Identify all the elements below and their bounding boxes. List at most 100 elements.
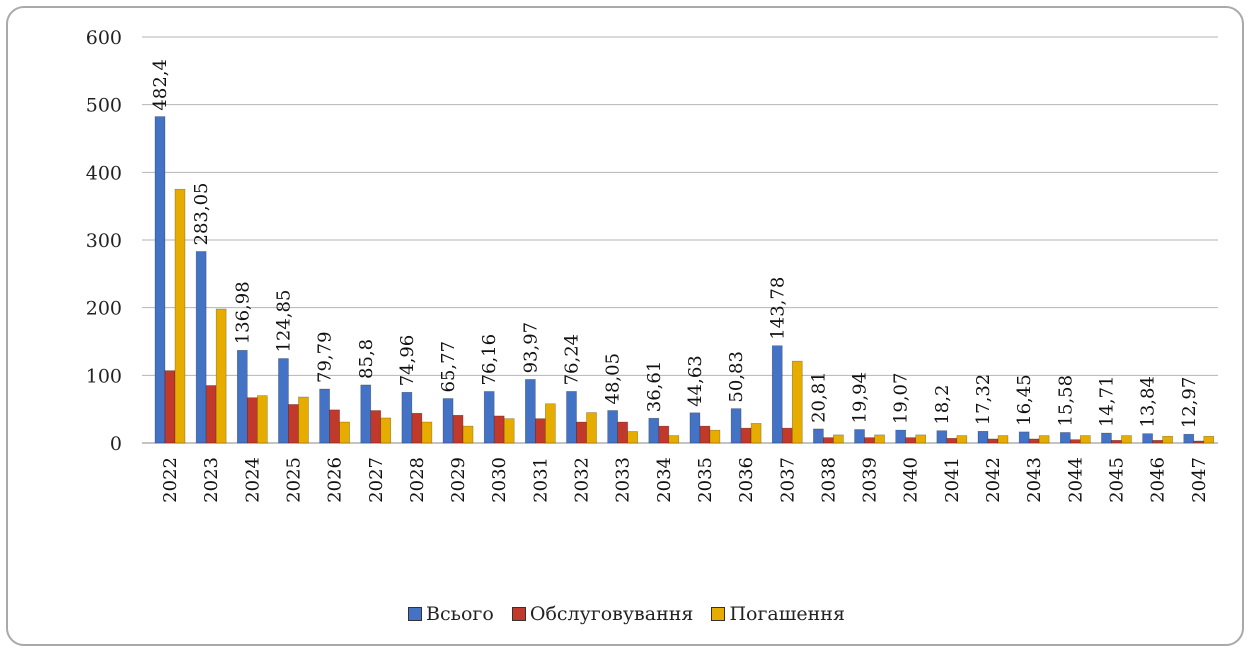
x-tick-label: 2041	[942, 457, 963, 503]
x-tick-label: 2040	[901, 457, 922, 503]
legend-swatch-total	[408, 607, 423, 621]
bar-service	[535, 418, 546, 444]
bar-total	[401, 391, 413, 444]
bar-total	[607, 410, 618, 444]
bar-repayment	[545, 403, 556, 444]
x-tick-label: 2029	[448, 457, 469, 503]
data-label: 20,81	[808, 371, 829, 423]
bar-repayment	[956, 435, 968, 444]
bar-total	[525, 379, 536, 444]
bar-total	[278, 358, 289, 444]
legend-swatch-repayment	[711, 607, 726, 621]
bar-total	[1183, 433, 1195, 444]
data-label: 36,61	[644, 361, 665, 413]
bar-total	[1142, 433, 1153, 444]
legend-item-service: Обслуговування	[511, 603, 694, 625]
bar-total	[977, 430, 989, 444]
data-label: 16,45	[1014, 374, 1035, 426]
bar-service	[699, 425, 711, 444]
bar-repayment	[380, 417, 392, 444]
data-label: 50,83	[726, 351, 747, 403]
bar-service	[1070, 439, 1081, 444]
legend-swatch-service	[511, 607, 526, 621]
bar-service	[576, 421, 587, 444]
data-label: 79,79	[315, 331, 336, 383]
bar-service	[864, 437, 875, 444]
bar-service	[987, 438, 999, 444]
x-tick-label: 2032	[572, 457, 593, 503]
x-tick-label: 2028	[407, 457, 428, 503]
x-tick-label: 2022	[160, 457, 181, 503]
x-tick-label: 2033	[613, 457, 634, 503]
bar-service	[288, 404, 299, 444]
x-tick-label: 2045	[1106, 457, 1127, 503]
bar-total	[237, 350, 248, 444]
x-tick-label: 2036	[736, 457, 757, 503]
x-tick-label: 2046	[1148, 457, 1169, 503]
y-tick-label: 100	[86, 365, 122, 387]
bar-service	[823, 437, 834, 444]
data-label: 17,32	[973, 374, 994, 426]
x-tick-label: 2031	[530, 457, 551, 503]
data-label: 482,4	[150, 59, 171, 111]
bar-service	[329, 409, 340, 444]
bar-total	[1060, 432, 1071, 444]
bar-total	[1101, 432, 1112, 444]
bar-repayment	[298, 396, 309, 444]
bar-total	[1018, 431, 1030, 444]
bar-total	[689, 412, 701, 444]
bar-service	[205, 385, 217, 444]
bar-repayment	[791, 360, 803, 444]
bar-total	[483, 391, 495, 444]
y-tick-label: 600	[86, 27, 122, 49]
bar-service	[452, 414, 464, 444]
bar-service	[1028, 438, 1040, 444]
bar-repayment	[668, 435, 680, 444]
bar-total	[154, 116, 166, 444]
x-tick-label: 2035	[695, 457, 716, 503]
bar-repayment	[174, 188, 186, 444]
data-label: 65,77	[438, 341, 459, 393]
bar-service	[1111, 439, 1122, 444]
bar-total	[442, 398, 454, 444]
bar-service	[1152, 439, 1163, 444]
bar-repayment	[462, 425, 474, 444]
bar-total	[648, 417, 660, 444]
data-label: 136,98	[232, 281, 253, 344]
bar-total	[360, 384, 372, 444]
y-tick-label: 400	[86, 162, 122, 184]
data-label: 15,58	[1055, 375, 1076, 427]
data-label: 76,16	[479, 334, 500, 386]
x-tick-label: 2034	[654, 457, 675, 503]
bar-repayment	[586, 412, 597, 444]
bar-repayment	[627, 431, 638, 444]
bar-repayment	[709, 429, 721, 444]
bar-service	[493, 415, 505, 444]
bar-repayment	[1121, 435, 1132, 444]
bar-repayment	[339, 421, 350, 444]
legend-item-total: Всього	[408, 603, 494, 625]
x-tick-label: 2037	[777, 457, 798, 503]
data-label: 18,2	[932, 385, 953, 425]
bar-repayment	[833, 434, 844, 444]
x-tick-label: 2026	[325, 457, 346, 503]
x-tick-label: 2030	[489, 457, 510, 503]
x-tick-label: 2025	[283, 457, 304, 503]
bar-service	[781, 427, 793, 444]
bar-repayment	[256, 395, 268, 444]
x-tick-label: 2027	[366, 457, 387, 503]
bar-repayment	[915, 434, 927, 444]
y-tick-label: 500	[86, 95, 122, 117]
bar-total	[895, 429, 907, 444]
bar-repayment	[215, 308, 227, 444]
data-label: 48,05	[603, 353, 624, 405]
legend-label-service: Обслуговування	[529, 603, 694, 625]
data-label: 93,97	[520, 322, 541, 374]
bar-total	[936, 430, 948, 444]
bar-repayment	[503, 418, 515, 444]
data-label: 19,07	[891, 373, 912, 425]
bar-service	[740, 427, 752, 444]
data-label: 143,78	[767, 277, 788, 340]
x-tick-label: 2023	[201, 457, 222, 503]
